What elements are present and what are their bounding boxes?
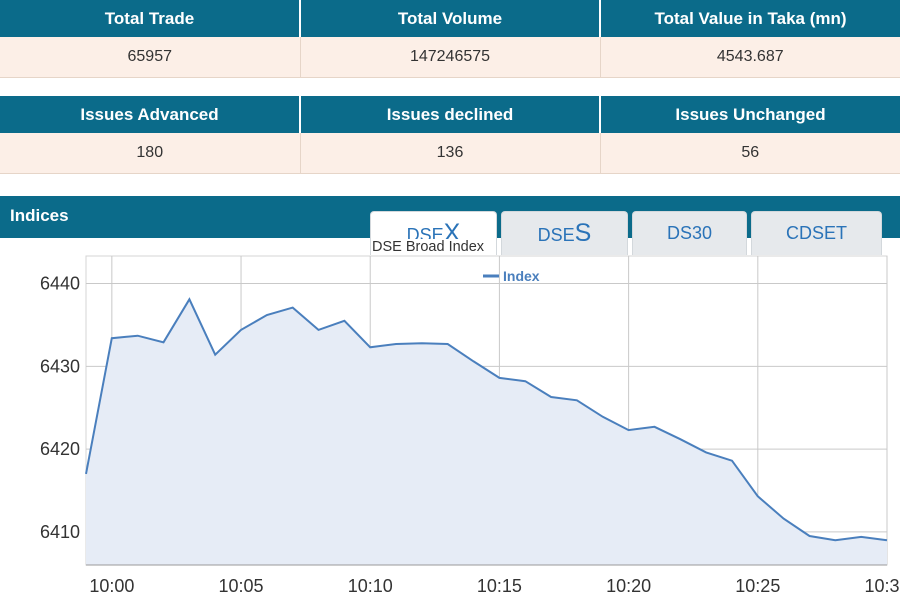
y-tick-label: 6420 bbox=[40, 439, 80, 459]
issues-declined-header: Issues declined bbox=[300, 96, 601, 133]
indices-title: Indices bbox=[10, 206, 69, 225]
total-volume-header: Total Volume bbox=[300, 0, 601, 37]
index-area bbox=[86, 299, 887, 565]
x-tick-label: 10:00 bbox=[89, 576, 134, 596]
legend-label: Index bbox=[503, 268, 540, 284]
issues-unchanged-value: 56 bbox=[600, 133, 900, 174]
y-tick-label: 6440 bbox=[40, 274, 80, 294]
x-tick-label: 10:30 bbox=[864, 576, 900, 596]
issues-declined-value: 136 bbox=[300, 133, 601, 174]
total-trade-header: Total Trade bbox=[0, 0, 301, 37]
y-tick-label: 6410 bbox=[40, 522, 80, 542]
y-tick-label: 6430 bbox=[40, 356, 80, 376]
index-line-chart: 6410 6420 6430 6440 10:00 10:05 10:10 10:15 10:2… bbox=[40, 255, 900, 596]
tab-dses-prefix: DSE bbox=[537, 225, 575, 245]
total-trade-value: 65957 bbox=[0, 37, 301, 78]
x-tick-label: 10:05 bbox=[219, 576, 264, 596]
market-summary-table: Total Trade Total Volume Total Value in … bbox=[0, 0, 900, 78]
x-tick-label: 10:25 bbox=[735, 576, 780, 596]
total-value-value: 4543.687 bbox=[600, 37, 900, 78]
chart-title: DSE Broad Index bbox=[371, 239, 486, 255]
issues-summary-table: Issues Advanced Issues declined Issues U… bbox=[0, 96, 900, 174]
index-line bbox=[85, 297, 888, 542]
tab-cdset[interactable]: CDSET bbox=[751, 211, 882, 255]
tab-dses-suffix: S bbox=[574, 219, 592, 247]
tab-ds30[interactable]: DS30 bbox=[632, 211, 747, 255]
issues-unchanged-header: Issues Unchanged bbox=[600, 96, 900, 133]
total-volume-value: 147246575 bbox=[300, 37, 601, 78]
issues-advanced-header: Issues Advanced bbox=[0, 96, 301, 133]
issues-advanced-value: 180 bbox=[0, 133, 301, 174]
total-value-header: Total Value in Taka (mn) bbox=[600, 0, 900, 37]
x-tick-label: 10:10 bbox=[348, 576, 393, 596]
tab-dses[interactable]: DSES bbox=[501, 211, 628, 255]
x-tick-label: 10:15 bbox=[477, 576, 522, 596]
x-tick-label: 10:20 bbox=[606, 576, 651, 596]
